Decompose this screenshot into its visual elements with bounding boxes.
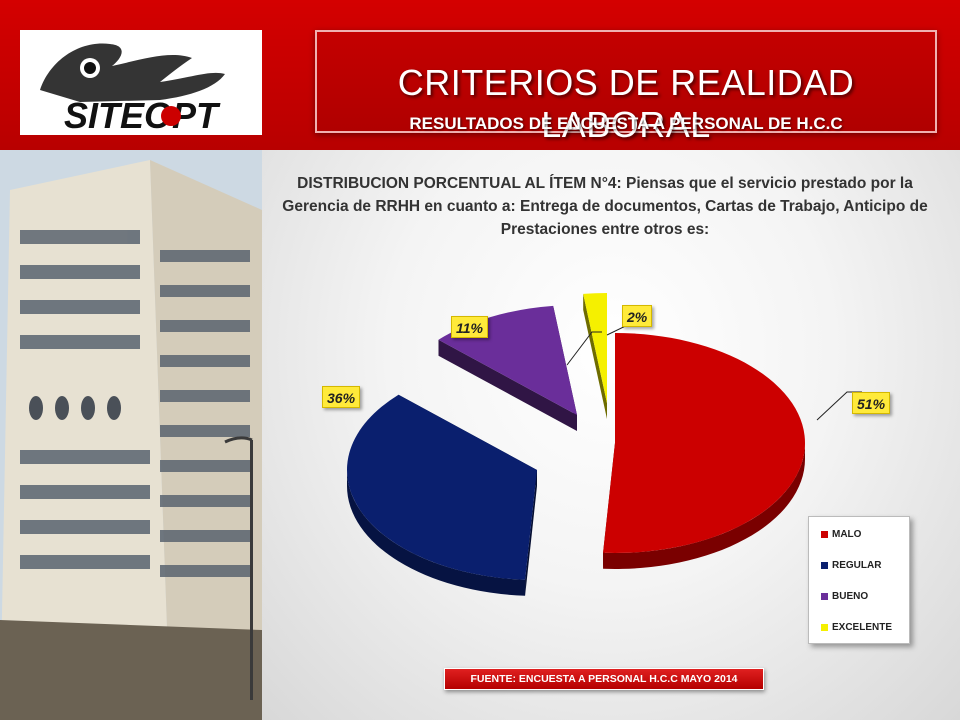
title-panel: CRITERIOS DE REALIDAD LABORAL RESULTADOS… <box>315 30 937 145</box>
data-label-malo: 51% <box>852 392 891 414</box>
building-photo <box>0 150 262 720</box>
source-note: FUENTE: ENCUESTA A PERSONAL H.C.C MAYO 2… <box>444 668 764 690</box>
data-label-regular: 36% <box>322 386 361 408</box>
logo: SITEOPT <box>20 30 262 135</box>
page-subtitle: RESULTADOS DE ENCUESTA A PERSONAL DE H.C… <box>409 114 843 133</box>
chart-legend: MALO REGULAR BUENO EXCELENTE <box>808 516 910 644</box>
leader-line <box>566 331 602 366</box>
pie-slice-edge-regular-0 <box>525 470 537 596</box>
legend-swatch <box>821 593 828 600</box>
building-illustration <box>0 150 262 720</box>
legend-swatch <box>821 562 828 569</box>
legend-swatch <box>821 624 828 631</box>
page-title: CRITERIOS DE REALIDAD LABORAL <box>397 62 855 145</box>
legend-swatch <box>821 531 828 538</box>
logo-o-mark <box>161 106 181 126</box>
pie-slice-malo <box>603 333 806 553</box>
pie-slice-edge-bueno-0 <box>438 339 577 431</box>
legend-label: BUENO <box>832 591 869 602</box>
legend-label: EXCELENTE <box>832 622 893 633</box>
logo-text: SITEOPT <box>64 95 221 135</box>
pie-slice-excelente <box>583 293 607 403</box>
legend-label: REGULAR <box>832 560 882 571</box>
pie-slice-side-malo <box>603 443 805 569</box>
question-text: DISTRIBUCION PORCENTUAL AL ÍTEM N°4: Pie… <box>282 175 928 238</box>
data-label-excelente: 2% <box>622 305 653 327</box>
legend-label: MALO <box>832 529 862 540</box>
data-label-bueno: 11% <box>451 316 488 338</box>
pie-slice-side-regular <box>347 470 526 596</box>
pie-slice-edge-excelente-0 <box>583 293 607 419</box>
pie-slice-regular <box>347 394 537 580</box>
pie-chart <box>347 293 862 596</box>
logo-emblem: SITEOPT <box>40 43 225 135</box>
